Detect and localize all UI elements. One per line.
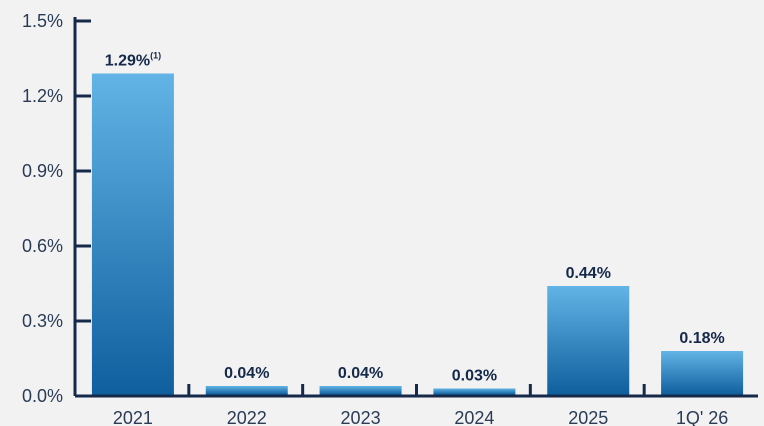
data-label: 0.03% <box>452 368 497 385</box>
y-tick-label: 1.2% <box>22 86 63 106</box>
data-label-value: 0.04% <box>338 365 383 382</box>
x-category-label: 1Q' 26 <box>676 408 728 426</box>
bar <box>205 386 288 395</box>
x-category-label: 2023 <box>341 408 381 426</box>
data-label-value: 0.18% <box>679 330 724 347</box>
y-tick-label: 0.0% <box>22 386 63 406</box>
bars <box>91 73 744 395</box>
x-axis: 2021 2022 2023 2024 2025 1Q' 26 <box>75 384 758 426</box>
bar <box>91 73 174 395</box>
data-label: 1.29%(1) <box>105 51 161 70</box>
y-tick-label: 1.5% <box>22 11 63 31</box>
data-label: 0.44% <box>566 265 611 282</box>
data-label-value: 0.04% <box>224 365 269 382</box>
data-label: 0.04% <box>338 365 383 382</box>
data-labels: 1.29%(1) 0.04% 0.04% 0.03% 0.44% 0.18% <box>105 51 725 385</box>
data-label-footnote: (1) <box>150 51 161 61</box>
x-category-label: 2022 <box>227 408 267 426</box>
y-axis: 0.0% 0.3% 0.6% 0.9% 1.2% 1.5% <box>22 11 91 406</box>
y-tick-label: 0.3% <box>22 311 63 331</box>
data-label-value: 1.29% <box>105 53 150 70</box>
y-tick-label: 0.6% <box>22 236 63 256</box>
y-tick-label: 0.9% <box>22 161 63 181</box>
bar <box>319 386 402 395</box>
bar <box>433 388 516 395</box>
data-label-value: 0.03% <box>452 368 497 385</box>
data-label-value: 0.44% <box>566 265 611 282</box>
data-label: 0.04% <box>224 365 269 382</box>
bar <box>547 286 630 395</box>
x-category-label: 2024 <box>454 408 494 426</box>
bar <box>661 351 744 395</box>
x-category-label: 2025 <box>568 408 608 426</box>
x-category-label: 2021 <box>113 408 153 426</box>
data-label: 0.18% <box>679 330 724 347</box>
